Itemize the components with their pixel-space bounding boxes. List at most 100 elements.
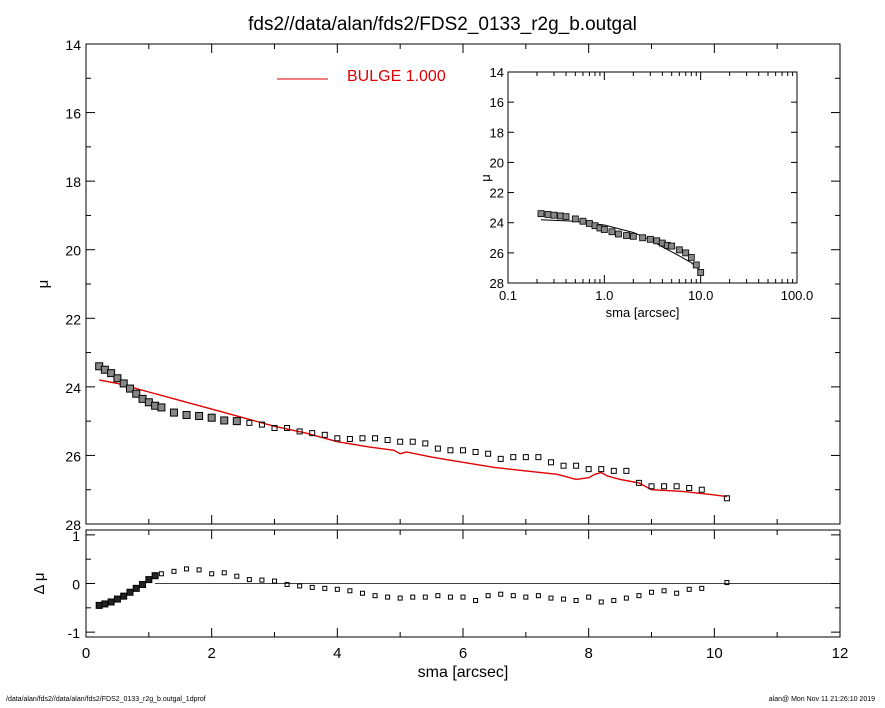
main-data-point xyxy=(359,435,366,442)
residual-data-point xyxy=(561,596,567,602)
main-data-point xyxy=(598,466,605,473)
main-data-point xyxy=(522,454,529,461)
main-data-point xyxy=(673,483,680,490)
main-data-point xyxy=(447,447,454,454)
inset-frame xyxy=(507,71,798,284)
inset-y-tick-label: 18 xyxy=(490,125,504,140)
main-data-point xyxy=(497,455,504,462)
residual-data-point xyxy=(636,593,642,599)
inset-data-point xyxy=(697,269,705,276)
residual-data-point xyxy=(674,590,680,596)
inset-data-point xyxy=(571,215,579,223)
inset-data-point xyxy=(687,253,695,261)
legend-label: BULGE 1.000 xyxy=(347,68,446,85)
inset-data-point xyxy=(550,211,558,219)
inset-data-point xyxy=(675,246,683,254)
main-data-point xyxy=(157,403,166,412)
residual-data-point xyxy=(196,567,202,573)
footer-file-path: /data/alan/fds2//data/alan/fds2/FDS2_013… xyxy=(6,696,206,703)
inset-data-point xyxy=(629,232,637,240)
main-data-point xyxy=(207,413,216,422)
main-data-point xyxy=(661,483,668,490)
main-data-point xyxy=(232,417,241,426)
main-data-point xyxy=(648,483,655,490)
main-data-point xyxy=(258,421,265,428)
residual-data-point xyxy=(686,586,692,592)
residual-data-point xyxy=(485,593,491,599)
residual-y-tick-label: 1 xyxy=(72,528,80,544)
main-data-point xyxy=(560,462,567,469)
main-data-point xyxy=(698,486,705,493)
residual-data-point xyxy=(460,594,466,600)
main-data-point xyxy=(434,445,441,452)
residual-data-point xyxy=(132,584,140,592)
inset-data-point xyxy=(562,213,570,221)
inset-y-tick-label: 14 xyxy=(490,65,504,80)
residual-data-point xyxy=(510,593,516,599)
inset-data-point xyxy=(537,210,545,218)
main-data-point xyxy=(397,438,404,445)
inset-data-point xyxy=(692,261,700,269)
residual-x-axis-label: sma [arcsec] xyxy=(418,664,509,681)
residual-data-point xyxy=(272,578,277,584)
residual-data-point xyxy=(234,573,240,579)
main-data-point xyxy=(346,435,353,442)
residual-data-point xyxy=(95,601,103,609)
inset-data-point xyxy=(557,212,564,220)
residual-data-point xyxy=(422,594,428,600)
inset-data-point xyxy=(653,237,661,245)
inset-x-tick-label: 0.1 xyxy=(499,288,517,303)
residual-data-point xyxy=(221,570,227,576)
residual-data-point xyxy=(397,595,403,601)
residual-data-point xyxy=(699,585,705,591)
residual-data-point xyxy=(435,593,441,599)
inset-x-tick-label: 10.0 xyxy=(688,288,713,303)
main-data-point xyxy=(284,425,291,431)
main-data-point xyxy=(460,447,466,454)
main-data-point xyxy=(723,495,730,502)
residual-data-point xyxy=(139,580,147,588)
main-data-point xyxy=(585,466,592,473)
residual-data-point xyxy=(101,600,109,608)
inset-data-point xyxy=(544,211,552,218)
main-y-axis-label: μ xyxy=(35,280,52,289)
inset-data-point xyxy=(668,242,676,250)
main-data-point xyxy=(119,379,128,388)
residual-y-tick-label: -1 xyxy=(68,625,81,641)
main-data-point xyxy=(113,374,122,383)
residual-data-point xyxy=(661,588,667,594)
residual-x-tick-label: 2 xyxy=(207,645,215,662)
residual-data-point xyxy=(184,566,190,572)
inset-y-tick-label: 20 xyxy=(490,155,504,170)
inset-y-tick-label: 26 xyxy=(490,246,504,261)
inset-x-axis-label: sma [arcsec] xyxy=(606,305,680,320)
inset-y-tick-label: 16 xyxy=(490,95,504,110)
main-data-point xyxy=(107,369,116,378)
main-data-point xyxy=(195,412,204,420)
main-data-point xyxy=(321,431,328,438)
residual-data-point xyxy=(259,577,265,583)
main-y-tick-label: 20 xyxy=(65,243,81,259)
residual-data-point xyxy=(209,571,215,577)
main-data-point xyxy=(535,454,542,461)
inset-data-point xyxy=(608,228,616,236)
residual-y-tick-label: 0 xyxy=(72,577,80,593)
plot-title: fds2//data/alan/fds2/FDS2_0133_r2g_b.out… xyxy=(248,14,637,35)
inset-x-tick-label: 1.0 xyxy=(595,288,613,303)
main-y-tick-label: 16 xyxy=(65,106,81,122)
residual-data-point xyxy=(586,594,592,600)
residual-data-point xyxy=(385,594,391,600)
residual-x-tick-label: 8 xyxy=(584,645,592,662)
residual-data-point xyxy=(246,577,252,583)
main-data-point xyxy=(372,435,379,442)
main-data-point xyxy=(573,462,580,469)
main-y-tick-label: 28 xyxy=(65,517,81,533)
main-data-point xyxy=(169,408,178,417)
residual-data-point xyxy=(334,586,340,592)
residual-x-tick-label: 10 xyxy=(706,645,723,662)
inset-data-point xyxy=(586,220,593,227)
main-data-point xyxy=(472,449,479,455)
inset-data-point xyxy=(623,232,630,239)
